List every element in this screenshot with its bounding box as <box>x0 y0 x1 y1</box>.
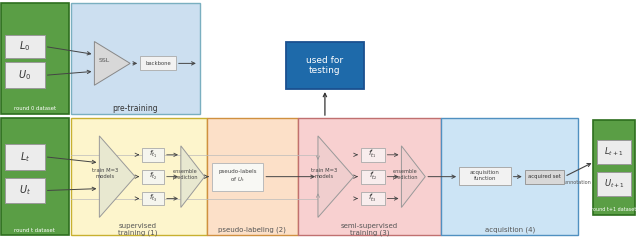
FancyBboxPatch shape <box>1 3 68 114</box>
FancyBboxPatch shape <box>212 163 263 191</box>
FancyBboxPatch shape <box>286 42 364 89</box>
FancyBboxPatch shape <box>298 118 441 235</box>
Text: pseudo-labels
of $U_t$: pseudo-labels of $U_t$ <box>218 169 257 184</box>
Text: backbone: backbone <box>145 61 171 66</box>
Text: supervised
training (1): supervised training (1) <box>118 223 158 236</box>
FancyBboxPatch shape <box>5 144 45 170</box>
FancyBboxPatch shape <box>142 192 164 205</box>
Text: train M=3
models: train M=3 models <box>92 168 118 179</box>
Text: ensemble
prediction: ensemble prediction <box>172 169 198 180</box>
Text: $f^{\prime}_{t_2}$: $f^{\prime}_{t_2}$ <box>369 170 377 183</box>
Text: semi-supervised
training (3): semi-supervised training (3) <box>341 223 398 236</box>
Text: $f^{\prime}_{t_1}$: $f^{\prime}_{t_1}$ <box>369 148 377 161</box>
Text: $L_0$: $L_0$ <box>19 40 31 53</box>
FancyBboxPatch shape <box>593 120 635 215</box>
FancyBboxPatch shape <box>5 35 45 58</box>
Text: $U_0$: $U_0$ <box>19 68 31 82</box>
Text: $f_{t_3}$: $f_{t_3}$ <box>149 193 157 204</box>
Text: $U_{t+1}$: $U_{t+1}$ <box>604 177 625 190</box>
Text: annotation: annotation <box>565 180 591 185</box>
Text: $L_t$: $L_t$ <box>20 150 30 164</box>
Polygon shape <box>99 136 135 217</box>
FancyBboxPatch shape <box>142 170 164 184</box>
FancyBboxPatch shape <box>459 167 511 184</box>
Text: train M=3
models: train M=3 models <box>311 168 337 179</box>
Polygon shape <box>401 146 425 207</box>
FancyBboxPatch shape <box>5 62 45 88</box>
FancyBboxPatch shape <box>70 3 200 114</box>
Text: acquired set: acquired set <box>528 174 561 179</box>
FancyBboxPatch shape <box>140 56 176 70</box>
Text: used for
testing: used for testing <box>307 56 344 75</box>
Text: round 0 dataset: round 0 dataset <box>13 106 56 111</box>
Text: pseudo-labeling (2): pseudo-labeling (2) <box>218 226 286 232</box>
Text: acquisition (4): acquisition (4) <box>484 226 535 232</box>
FancyBboxPatch shape <box>1 118 68 235</box>
Text: $f_{t_1}$: $f_{t_1}$ <box>149 149 157 160</box>
Polygon shape <box>181 146 205 207</box>
Text: $f_{t_2}$: $f_{t_2}$ <box>149 171 157 182</box>
FancyBboxPatch shape <box>361 170 385 184</box>
FancyBboxPatch shape <box>361 192 385 205</box>
Text: round t+1 dataset: round t+1 dataset <box>591 207 637 212</box>
FancyBboxPatch shape <box>70 118 207 235</box>
Polygon shape <box>94 42 130 85</box>
Polygon shape <box>318 136 354 217</box>
FancyBboxPatch shape <box>5 178 45 203</box>
Text: $U_t$: $U_t$ <box>19 184 31 198</box>
FancyBboxPatch shape <box>597 140 631 164</box>
FancyBboxPatch shape <box>597 172 631 196</box>
FancyBboxPatch shape <box>207 118 298 235</box>
FancyBboxPatch shape <box>441 118 579 235</box>
FancyBboxPatch shape <box>142 148 164 162</box>
Text: SSL: SSL <box>99 58 110 63</box>
Text: ensemble
prediction: ensemble prediction <box>393 169 418 180</box>
Text: $L_{t+1}$: $L_{t+1}$ <box>604 146 624 158</box>
FancyBboxPatch shape <box>361 148 385 162</box>
Text: $f^{\prime}_{t_3}$: $f^{\prime}_{t_3}$ <box>369 192 377 205</box>
FancyBboxPatch shape <box>525 170 564 184</box>
Text: acquisition
function: acquisition function <box>470 170 500 181</box>
Text: pre-training: pre-training <box>112 104 158 113</box>
Text: round t dataset: round t dataset <box>14 228 55 233</box>
